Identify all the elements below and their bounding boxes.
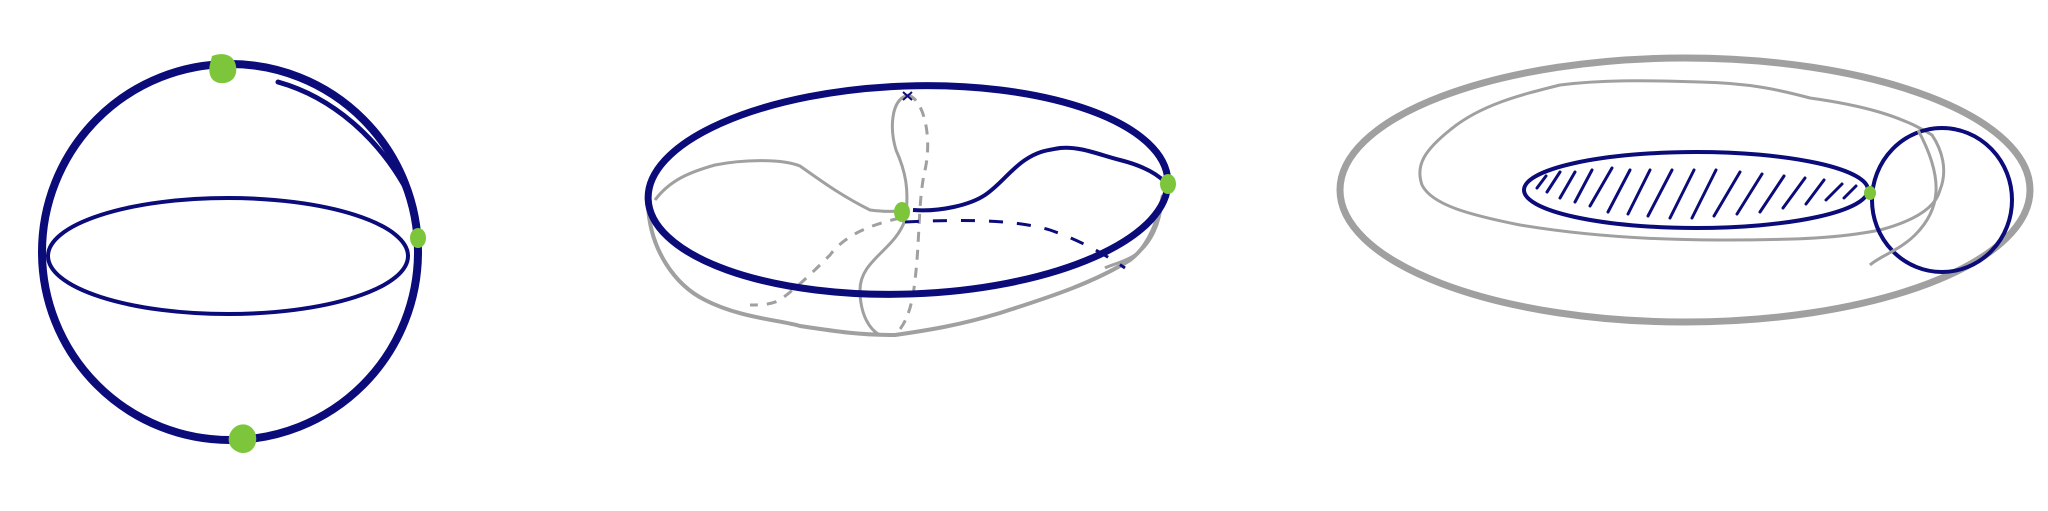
marker-dot bbox=[894, 202, 910, 222]
saddle-vertical-loop-dashed bbox=[893, 93, 930, 337]
sphere-figure bbox=[38, 54, 426, 454]
torus-meridian-circle bbox=[1870, 126, 2014, 274]
marker-dot bbox=[1160, 174, 1176, 194]
sphere-equator bbox=[46, 196, 410, 316]
torus-inner-loop bbox=[1418, 79, 1946, 242]
saddle-wavy-curve-blue bbox=[912, 145, 1167, 213]
saddle-dashed-curve bbox=[749, 216, 901, 307]
torus-figure bbox=[1336, 54, 2034, 326]
saddle-wavy-curve-left bbox=[653, 159, 906, 213]
saddle-right-tail bbox=[1104, 199, 1164, 270]
sphere-bulge-curve bbox=[275, 79, 407, 188]
saddle-top-tick bbox=[902, 91, 913, 101]
marker-dot bbox=[1864, 186, 1876, 200]
marker-dot bbox=[228, 424, 257, 454]
marker-dot bbox=[410, 228, 426, 248]
torus-outer-boundary bbox=[1336, 54, 2034, 326]
torus-gray-arc bbox=[1868, 129, 1938, 267]
marker-dot bbox=[209, 54, 237, 84]
saddle-blue-dashed-curve bbox=[904, 218, 1126, 270]
saddle-figure bbox=[644, 82, 1176, 338]
sphere-outline bbox=[38, 60, 422, 444]
torus-hatch-marks bbox=[1535, 166, 1858, 220]
